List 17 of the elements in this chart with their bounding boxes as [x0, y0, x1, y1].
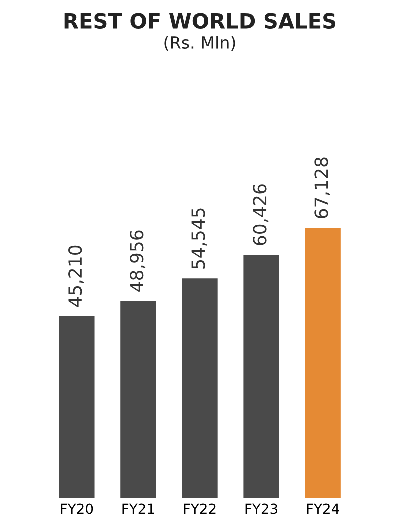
data-label: 60,426 — [253, 184, 269, 246]
data-label: 45,210 — [68, 246, 84, 307]
x-tick-label: FY21 — [122, 504, 154, 514]
x-tick-label: FY20 — [61, 504, 94, 514]
x-tick-label: FY23 — [246, 504, 278, 514]
bar — [305, 228, 341, 498]
chart-title: REST OF WORLD SALES — [64, 13, 336, 30]
bar — [59, 316, 95, 498]
bar — [244, 254, 280, 498]
chart-subtitle: (Rs. Mln) — [164, 36, 236, 51]
x-tick-label: FY22 — [184, 504, 216, 514]
data-label: 67,128 — [314, 158, 330, 218]
data-label: 48,956 — [130, 230, 146, 292]
bar — [182, 278, 218, 498]
bar — [120, 301, 156, 498]
data-label: 54,545 — [192, 208, 208, 269]
x-tick-label: FY24 — [307, 504, 340, 514]
